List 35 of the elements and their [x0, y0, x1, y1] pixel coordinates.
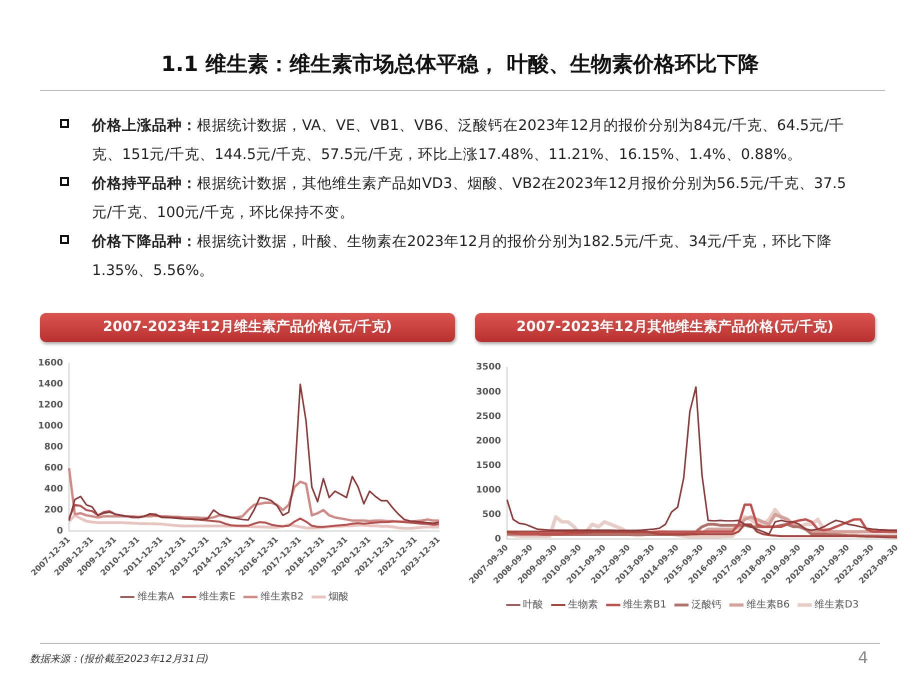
y-tick-label: 1000 [476, 485, 502, 496]
legend-label: 生物素 [568, 598, 598, 611]
text: 4 [858, 648, 868, 667]
legend-label: 维生素B2 [260, 590, 304, 603]
legend-label: 维生素D3 [814, 598, 859, 611]
legend-label: 泛酸钙 [691, 598, 722, 611]
y-tick-label: 2000 [476, 436, 502, 446]
y-tick-label: 600 [44, 464, 64, 474]
y-tick-label: 0 [494, 534, 502, 544]
legend-label: 维生素B1 [623, 598, 666, 611]
y-tick-label: 0 [56, 526, 64, 536]
y-tick-label: 1600 [38, 358, 64, 369]
text: 价格持平品种：根据统计数据，其他维生素产品如VD3、烟酸、VB2在2023年12月报价分别为56.5元/千克、37.5元/千克、100元/千克，环比保持不变。 [92, 174, 848, 223]
legend-label: 维生素B6 [746, 598, 790, 611]
chart-title: 2007-2023年12月其他维生素产品价格(元/千克) [475, 313, 875, 342]
text: 1.1 维生素：维生素市场总体平稳， 叶酸、生物素价格环比下降 [160, 51, 760, 78]
y-tick-label: 1200 [38, 400, 64, 411]
y-tick-label: 3000 [476, 387, 502, 398]
legend-label: 叶酸 [523, 598, 544, 611]
y-tick-label: 2500 [476, 412, 502, 422]
legend-label: 烟酸 [328, 590, 349, 603]
source-note: 数据来源：(报价截至2023年12月31日) [30, 652, 209, 666]
y-tick-label: 1400 [38, 380, 64, 390]
y-tick-label: 1000 [38, 422, 64, 432]
legend-label: 维生素A [137, 590, 174, 603]
text: 价格下降品种：根据统计数据，叶酸、生物素在2023年12月的报价分别为182.5元/千克、34元/千克，环比下降1.35%、5.56%。 [92, 232, 834, 281]
y-tick-label: 400 [44, 484, 64, 494]
y-tick-label: 800 [44, 442, 64, 453]
legend-label: 维生素E [199, 590, 236, 603]
y-tick-label: 1500 [476, 460, 502, 471]
chart-title: 2007-2023年12月维生素产品价格(元/千克) [40, 313, 455, 342]
y-tick-label: 3500 [476, 362, 502, 373]
y-tick-label: 500 [482, 510, 502, 520]
text: 价格上涨品种：根据统计数据，VA、VE、VB1、VB6、泛酸钙在2023年12月的报价分别为84元/千克、64.5元/千克、151元/千克、144.5元/千克、57.5元/千克，环比上涨17.48%、11.21%、16.15%、1.4%、0.88%。 [92, 116, 846, 165]
y-tick-label: 200 [44, 505, 64, 516]
